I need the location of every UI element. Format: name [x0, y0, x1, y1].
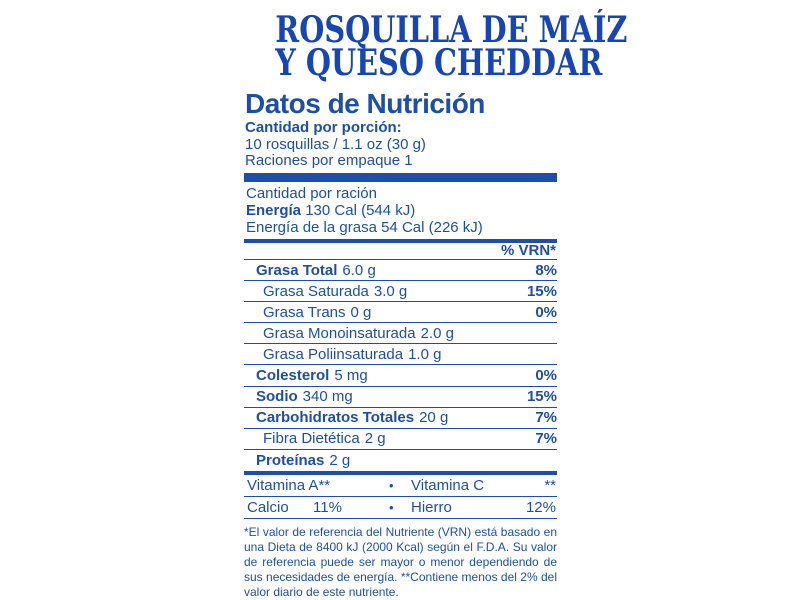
energy-section: Cantidad por ración Energía 130 Cal (544…: [246, 185, 557, 236]
vitamin-row-calcium-iron: Calcio 11% • Hierro 12%: [244, 497, 557, 520]
nutrient-row-protein: Proteínas 2 g: [256, 451, 351, 469]
percent-value: 15%: [526, 388, 557, 406]
nutrient-row-dietary-fiber: Fibra Dietética 2 g 7%: [244, 429, 557, 450]
divider-medium-top: [244, 238, 557, 243]
calories-label: Energía: [246, 201, 302, 219]
vitamin-row-a-c: Vitamina A ** • Vitamina C **: [244, 475, 557, 498]
percent-value: 0%: [535, 367, 557, 385]
vitamin-c-label: Vitamina C: [411, 477, 485, 495]
percent-value: 0%: [535, 303, 557, 321]
calcium-value: 11%: [313, 499, 342, 517]
nutrient-row-cholesterol: Colesterol 5 mg 0%: [244, 365, 557, 387]
daily-value-header: % VRN*: [244, 243, 557, 260]
divider-thick: [244, 172, 557, 182]
nutrient-row-total-carbohydrate: Carbohidratos Totales 20 g 7%: [244, 408, 557, 429]
calories-row: Energía 130 Cal (544 kJ): [246, 202, 557, 219]
bullet-separator: •: [389, 478, 394, 494]
iron-value: 12%: [525, 499, 556, 517]
fat-calories-row: Energía de la grasa 54 Cal (226 kJ): [246, 218, 483, 236]
calcium-label: Calcio: [247, 499, 289, 517]
nutrient-row-trans-fat: Grasa Trans 0 g 0%: [244, 302, 557, 324]
percent-value: 8%: [535, 261, 557, 279]
vitamin-a-value: **: [318, 477, 331, 495]
calories-value: 130 Cal (544 kJ): [301, 201, 416, 219]
serving-size-header: Cantidad por porción:: [245, 119, 402, 136]
bullet-separator: •: [389, 500, 394, 516]
serving-info: Cantidad por porción: 10 rosquillas / 1.…: [245, 119, 557, 170]
percent-value: 15%: [526, 282, 557, 300]
nutrient-row-polyunsaturated-fat: Grasa Poliinsaturada 1.0 g: [244, 344, 557, 366]
nutrient-row-saturated-fat: Grasa Saturada 3.0 g 15%: [244, 281, 557, 303]
vitamin-a-label: Vitamina A: [247, 477, 319, 495]
vitamin-c-value: **: [544, 477, 556, 495]
footnote: *El valor de referencia del Nutriente (V…: [244, 525, 557, 600]
iron-label: Hierro: [411, 499, 452, 517]
servings-per-package: Raciones por empaque 1: [245, 152, 413, 169]
label-column: ROSQUILLA DE MAÍZ Y QUESO CHEDDAR Datos …: [244, 12, 627, 600]
nutrient-row-sodium: Sodio 340 mg 15%: [244, 387, 557, 408]
divider-medium-bottom: [244, 470, 557, 476]
serving-size-value: 10 rosquillas / 1.1 oz (30 g): [245, 135, 426, 153]
percent-value: 7%: [535, 430, 557, 448]
nutrient-row-total-fat: Grasa Total 6.0 g 8%: [244, 260, 557, 282]
nutrition-facts-heading: Datos de Nutrición: [245, 88, 485, 119]
nutrient-row-monounsaturated-fat: Grasa Monoinsaturada 2.0 g: [244, 323, 557, 345]
amount-per-serving-label: Cantidad por ración: [246, 184, 377, 202]
percent-value: 7%: [535, 409, 557, 427]
product-title: ROSQUILLA DE MAÍZ Y QUESO CHEDDAR: [275, 12, 627, 84]
product-title-line2: Y QUESO CHEDDAR: [275, 42, 603, 84]
